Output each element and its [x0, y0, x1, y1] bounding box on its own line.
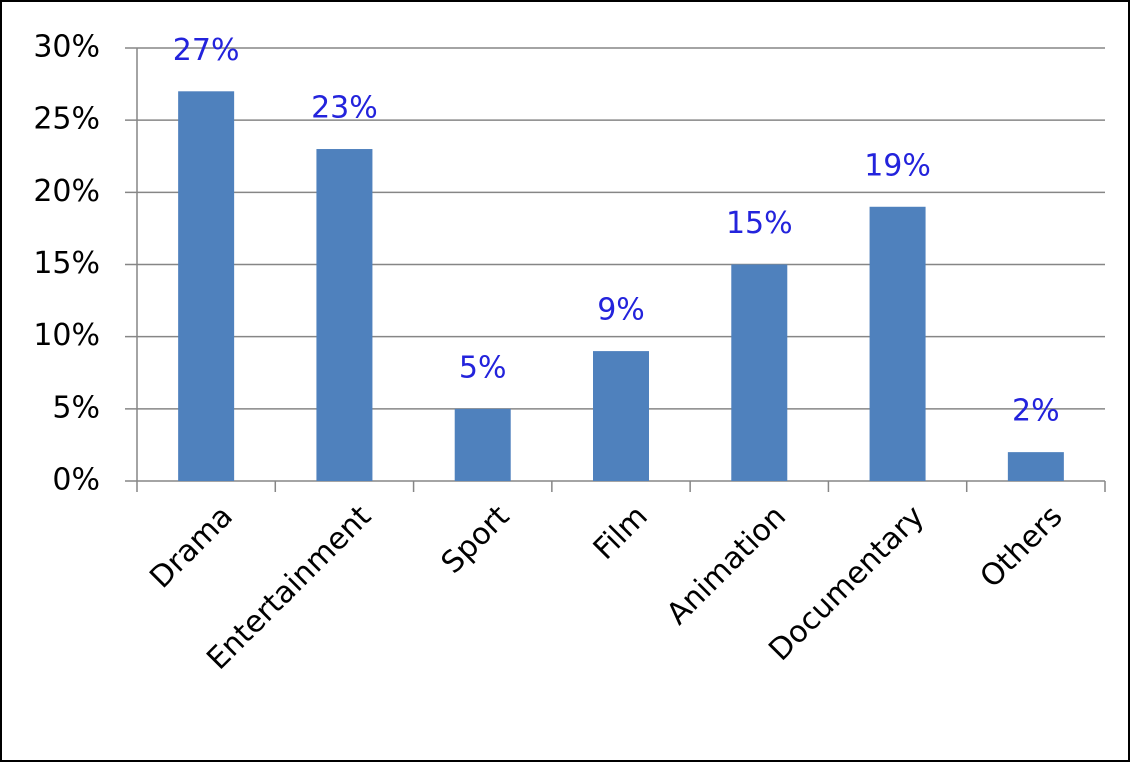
y-tick-label: 0% [52, 463, 100, 498]
y-tick-label: 20% [33, 174, 100, 209]
value-label: 23% [311, 91, 378, 126]
value-label: 2% [1012, 394, 1060, 429]
y-tick-label: 15% [33, 246, 100, 281]
value-label: 27% [173, 33, 240, 68]
y-tick-label: 30% [33, 30, 100, 65]
value-label: 5% [459, 350, 507, 385]
bar [316, 149, 373, 482]
bar [1007, 452, 1064, 481]
value-label: 19% [864, 148, 931, 183]
bar [178, 91, 235, 482]
y-tick-label: 25% [33, 102, 100, 137]
y-tick-label: 10% [33, 318, 100, 353]
bar [731, 264, 788, 481]
bar [869, 206, 926, 481]
value-label: 15% [726, 206, 793, 241]
y-tick-label: 5% [52, 390, 100, 425]
value-label: 9% [597, 293, 645, 328]
bar [593, 351, 649, 481]
bar [454, 408, 511, 481]
